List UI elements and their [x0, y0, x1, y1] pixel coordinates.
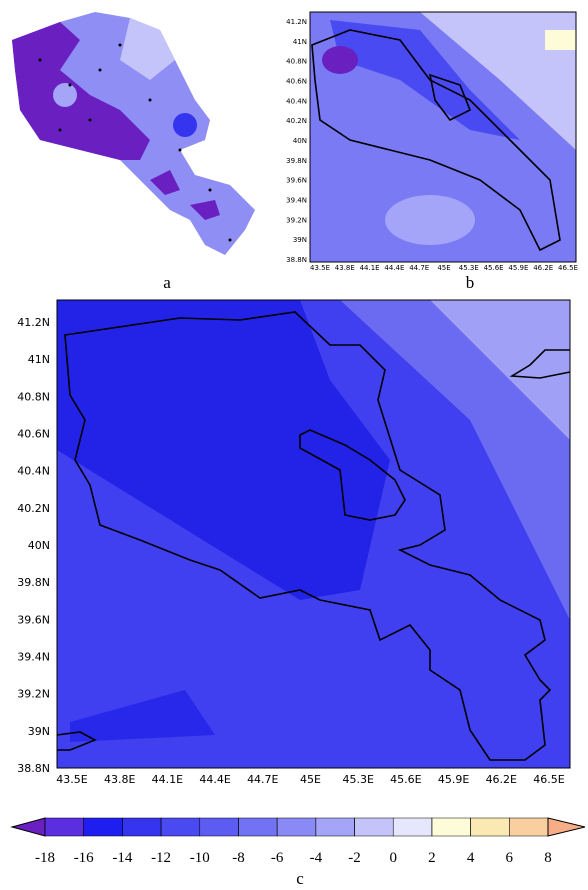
colorbar-label: 4	[467, 850, 475, 866]
map-a	[12, 12, 255, 255]
colorbar-label: 6	[506, 850, 514, 866]
colorbar-label: 0	[389, 850, 397, 866]
colorbar-bin	[354, 817, 394, 837]
lat-label: 40N	[28, 539, 50, 552]
lat-label: 41N	[28, 353, 50, 366]
lat-label: 41.2N	[286, 18, 307, 26]
lat-label: 40.8N	[17, 390, 50, 403]
colorbar-label: 2	[428, 850, 436, 866]
lon-label: 43.8E	[104, 773, 135, 786]
lon-label: 45E	[437, 264, 450, 272]
colorbar-label: -8	[232, 850, 245, 866]
colorbar-label: -6	[271, 850, 284, 866]
lat-label: 39.8N	[286, 157, 307, 165]
colorbar-label: -4	[310, 850, 323, 866]
lon-label: 46.2E	[486, 773, 517, 786]
lon-label: 44.7E	[247, 773, 278, 786]
colorbar-bin	[315, 817, 355, 837]
lat-label: 39.6N	[17, 613, 50, 626]
lat-label: 40.4N	[17, 465, 50, 478]
lat-label: 38.8N	[17, 762, 50, 775]
lon-label: 44.1E	[152, 773, 183, 786]
lat-label: 39.8N	[17, 576, 50, 589]
panel-label: b	[466, 273, 475, 292]
colorbar-label: -12	[151, 850, 171, 866]
colorbar-bin	[431, 817, 471, 837]
lat-label: 39N	[28, 725, 50, 738]
lon-label: 44.1E	[360, 264, 380, 272]
lat-label: 39.4N	[17, 651, 50, 664]
colorbar-label: -14	[112, 850, 132, 866]
lat-label: 40.2N	[286, 117, 307, 125]
lat-label: 40.2N	[17, 502, 50, 515]
colorbar-bin	[509, 817, 549, 837]
lat-label: 38.8N	[286, 256, 307, 264]
lon-label: 43.5E	[310, 264, 330, 272]
map-c	[56, 299, 571, 769]
colorbar-label: -18	[35, 850, 55, 866]
lat-label: 41N	[293, 38, 307, 46]
lon-label: 45.3E	[459, 264, 479, 272]
colorbar-label: -10	[190, 850, 210, 866]
colorbar-bin	[276, 817, 317, 837]
colorbar-bin	[392, 817, 433, 837]
colorbar-bin	[83, 817, 123, 837]
lon-label: 45.6E	[484, 264, 504, 272]
colorbar-arrow	[547, 817, 586, 837]
colorbar-arrow	[10, 817, 46, 837]
lon-label: 43.5E	[56, 773, 87, 786]
colorbar-bin	[122, 817, 162, 837]
lon-label: 44.4E	[199, 773, 230, 786]
lon-label: 45.6E	[390, 773, 421, 786]
colorbar-bin	[199, 817, 239, 837]
map-b	[309, 11, 577, 263]
lat-label: 39.2N	[17, 688, 50, 701]
lon-label: 45.9E	[438, 773, 469, 786]
lon-label: 45E	[300, 773, 321, 786]
colorbar-bin	[470, 817, 510, 837]
lat-label: 39N	[293, 236, 307, 244]
colorbar-bin	[44, 817, 84, 837]
colorbar-label: -2	[348, 850, 361, 866]
lon-label: 43.8E	[335, 264, 355, 272]
colorbar-label: -16	[74, 850, 94, 866]
lon-label: 44.7E	[409, 264, 429, 272]
lat-label: 40.8N	[286, 58, 307, 66]
lat-label: 40.6N	[17, 428, 50, 441]
lat-label: 39.6N	[286, 177, 307, 185]
lon-label: 45.3E	[342, 773, 373, 786]
lon-label: 46.5E	[558, 264, 578, 272]
lon-label: 46.2E	[533, 264, 553, 272]
lat-label: 40N	[293, 137, 307, 145]
lon-label: 44.4E	[384, 264, 404, 272]
lon-label: 45.9E	[508, 264, 528, 272]
colorbar-bin	[160, 817, 201, 837]
lat-label: 40.6N	[286, 78, 307, 86]
lat-label: 40.4N	[286, 97, 307, 105]
panel-label: a	[163, 273, 171, 292]
panel-label: c	[296, 869, 304, 888]
colorbar-label: 8	[544, 850, 552, 866]
lon-label: 46.5E	[533, 773, 564, 786]
lat-label: 39.2N	[286, 216, 307, 224]
colorbar-bin	[238, 817, 278, 837]
lat-label: 39.4N	[286, 197, 307, 205]
lat-label: 41.2N	[17, 316, 50, 329]
